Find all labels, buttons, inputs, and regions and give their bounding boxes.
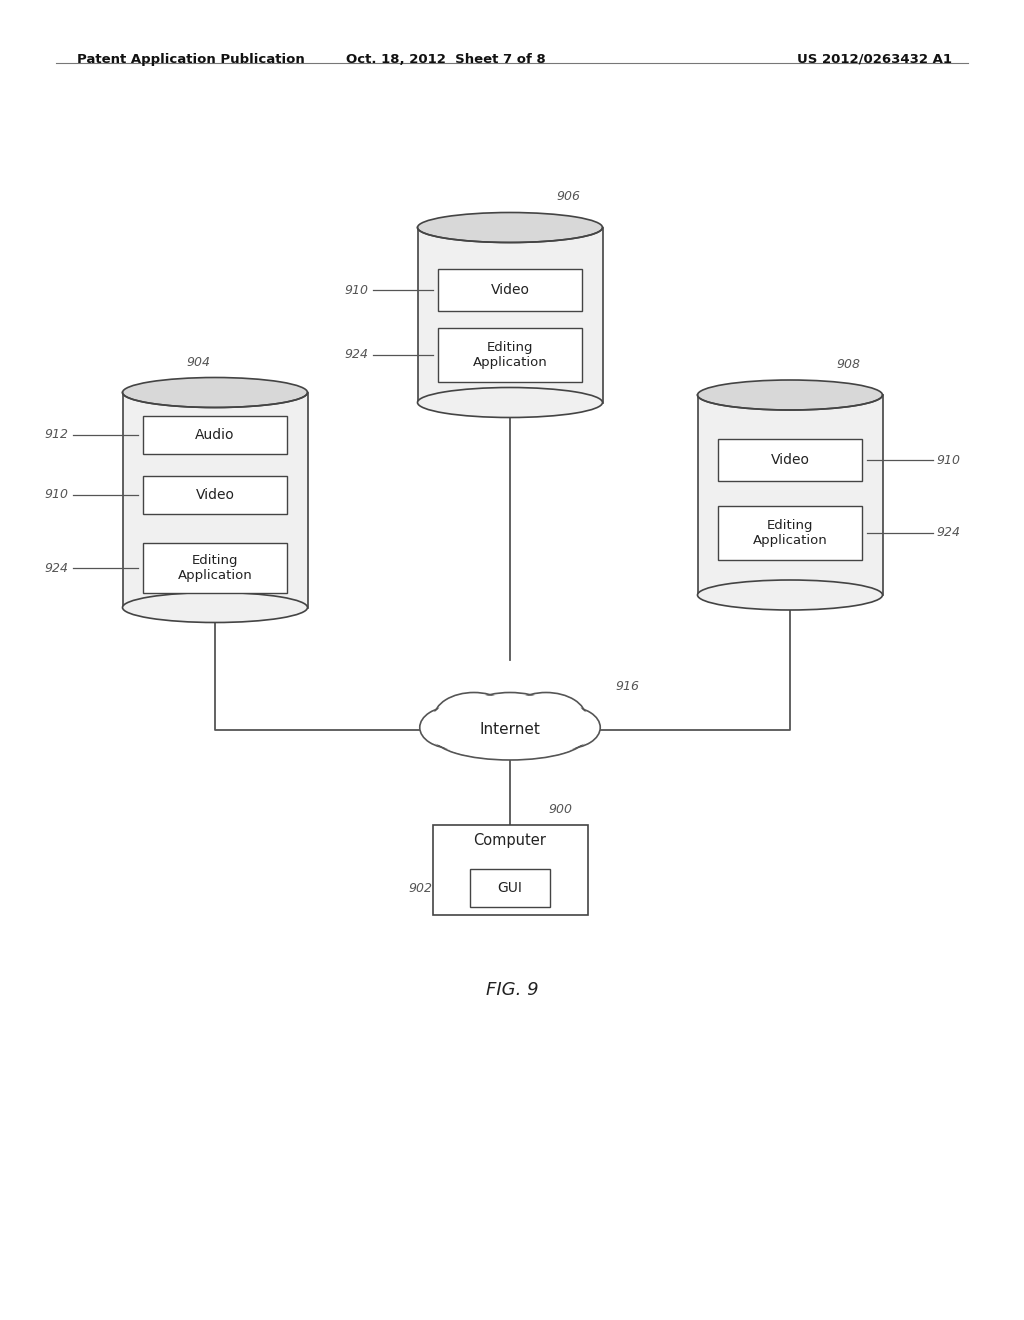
Text: Editing
Application: Editing Application bbox=[753, 519, 827, 546]
Ellipse shape bbox=[506, 693, 586, 742]
Ellipse shape bbox=[435, 717, 585, 759]
Ellipse shape bbox=[534, 706, 600, 748]
Text: 904: 904 bbox=[186, 355, 210, 368]
Text: Patent Application Publication: Patent Application Publication bbox=[77, 53, 304, 66]
Text: 900: 900 bbox=[549, 803, 572, 816]
Text: 924: 924 bbox=[344, 348, 369, 362]
Text: 924: 924 bbox=[937, 527, 961, 540]
Text: Oct. 18, 2012  Sheet 7 of 8: Oct. 18, 2012 Sheet 7 of 8 bbox=[345, 53, 546, 66]
Bar bbox=[438, 269, 583, 312]
Text: 910: 910 bbox=[937, 454, 961, 466]
Text: Computer: Computer bbox=[473, 833, 547, 849]
Ellipse shape bbox=[458, 693, 562, 747]
Text: Audio: Audio bbox=[196, 428, 234, 442]
Ellipse shape bbox=[536, 708, 599, 747]
Bar bbox=[418, 227, 602, 403]
Bar bbox=[718, 440, 862, 480]
Text: 910: 910 bbox=[44, 488, 69, 502]
Text: Video: Video bbox=[196, 488, 234, 502]
Bar bbox=[143, 544, 287, 593]
Text: 912: 912 bbox=[44, 429, 69, 441]
Ellipse shape bbox=[508, 694, 585, 741]
Ellipse shape bbox=[420, 706, 486, 748]
Ellipse shape bbox=[418, 388, 602, 417]
Text: Video: Video bbox=[490, 282, 529, 297]
Ellipse shape bbox=[435, 694, 512, 741]
Text: 902: 902 bbox=[408, 882, 432, 895]
Ellipse shape bbox=[459, 694, 561, 746]
Text: Internet: Internet bbox=[479, 722, 541, 738]
Text: 924: 924 bbox=[44, 561, 69, 574]
Text: 908: 908 bbox=[837, 358, 860, 371]
Ellipse shape bbox=[123, 378, 307, 408]
Text: US 2012/0263432 A1: US 2012/0263432 A1 bbox=[798, 53, 952, 66]
Ellipse shape bbox=[434, 693, 514, 742]
Text: 906: 906 bbox=[556, 190, 581, 203]
Text: 910: 910 bbox=[344, 284, 369, 297]
Bar bbox=[697, 395, 883, 595]
Text: Editing
Application: Editing Application bbox=[177, 554, 252, 582]
Bar bbox=[718, 506, 862, 560]
Ellipse shape bbox=[697, 380, 883, 411]
Bar bbox=[143, 477, 287, 513]
Bar bbox=[432, 825, 588, 915]
Text: Video: Video bbox=[770, 453, 810, 467]
Text: FIG. 9: FIG. 9 bbox=[485, 981, 539, 999]
Ellipse shape bbox=[421, 708, 484, 747]
Ellipse shape bbox=[697, 579, 883, 610]
Text: 916: 916 bbox=[615, 680, 639, 693]
Ellipse shape bbox=[123, 593, 307, 623]
Bar bbox=[143, 416, 287, 454]
Bar bbox=[438, 327, 583, 383]
Ellipse shape bbox=[434, 715, 586, 760]
Ellipse shape bbox=[418, 213, 602, 243]
Text: GUI: GUI bbox=[498, 880, 522, 895]
Bar bbox=[123, 392, 307, 607]
Bar bbox=[470, 869, 550, 907]
Text: Editing
Application: Editing Application bbox=[473, 341, 548, 370]
